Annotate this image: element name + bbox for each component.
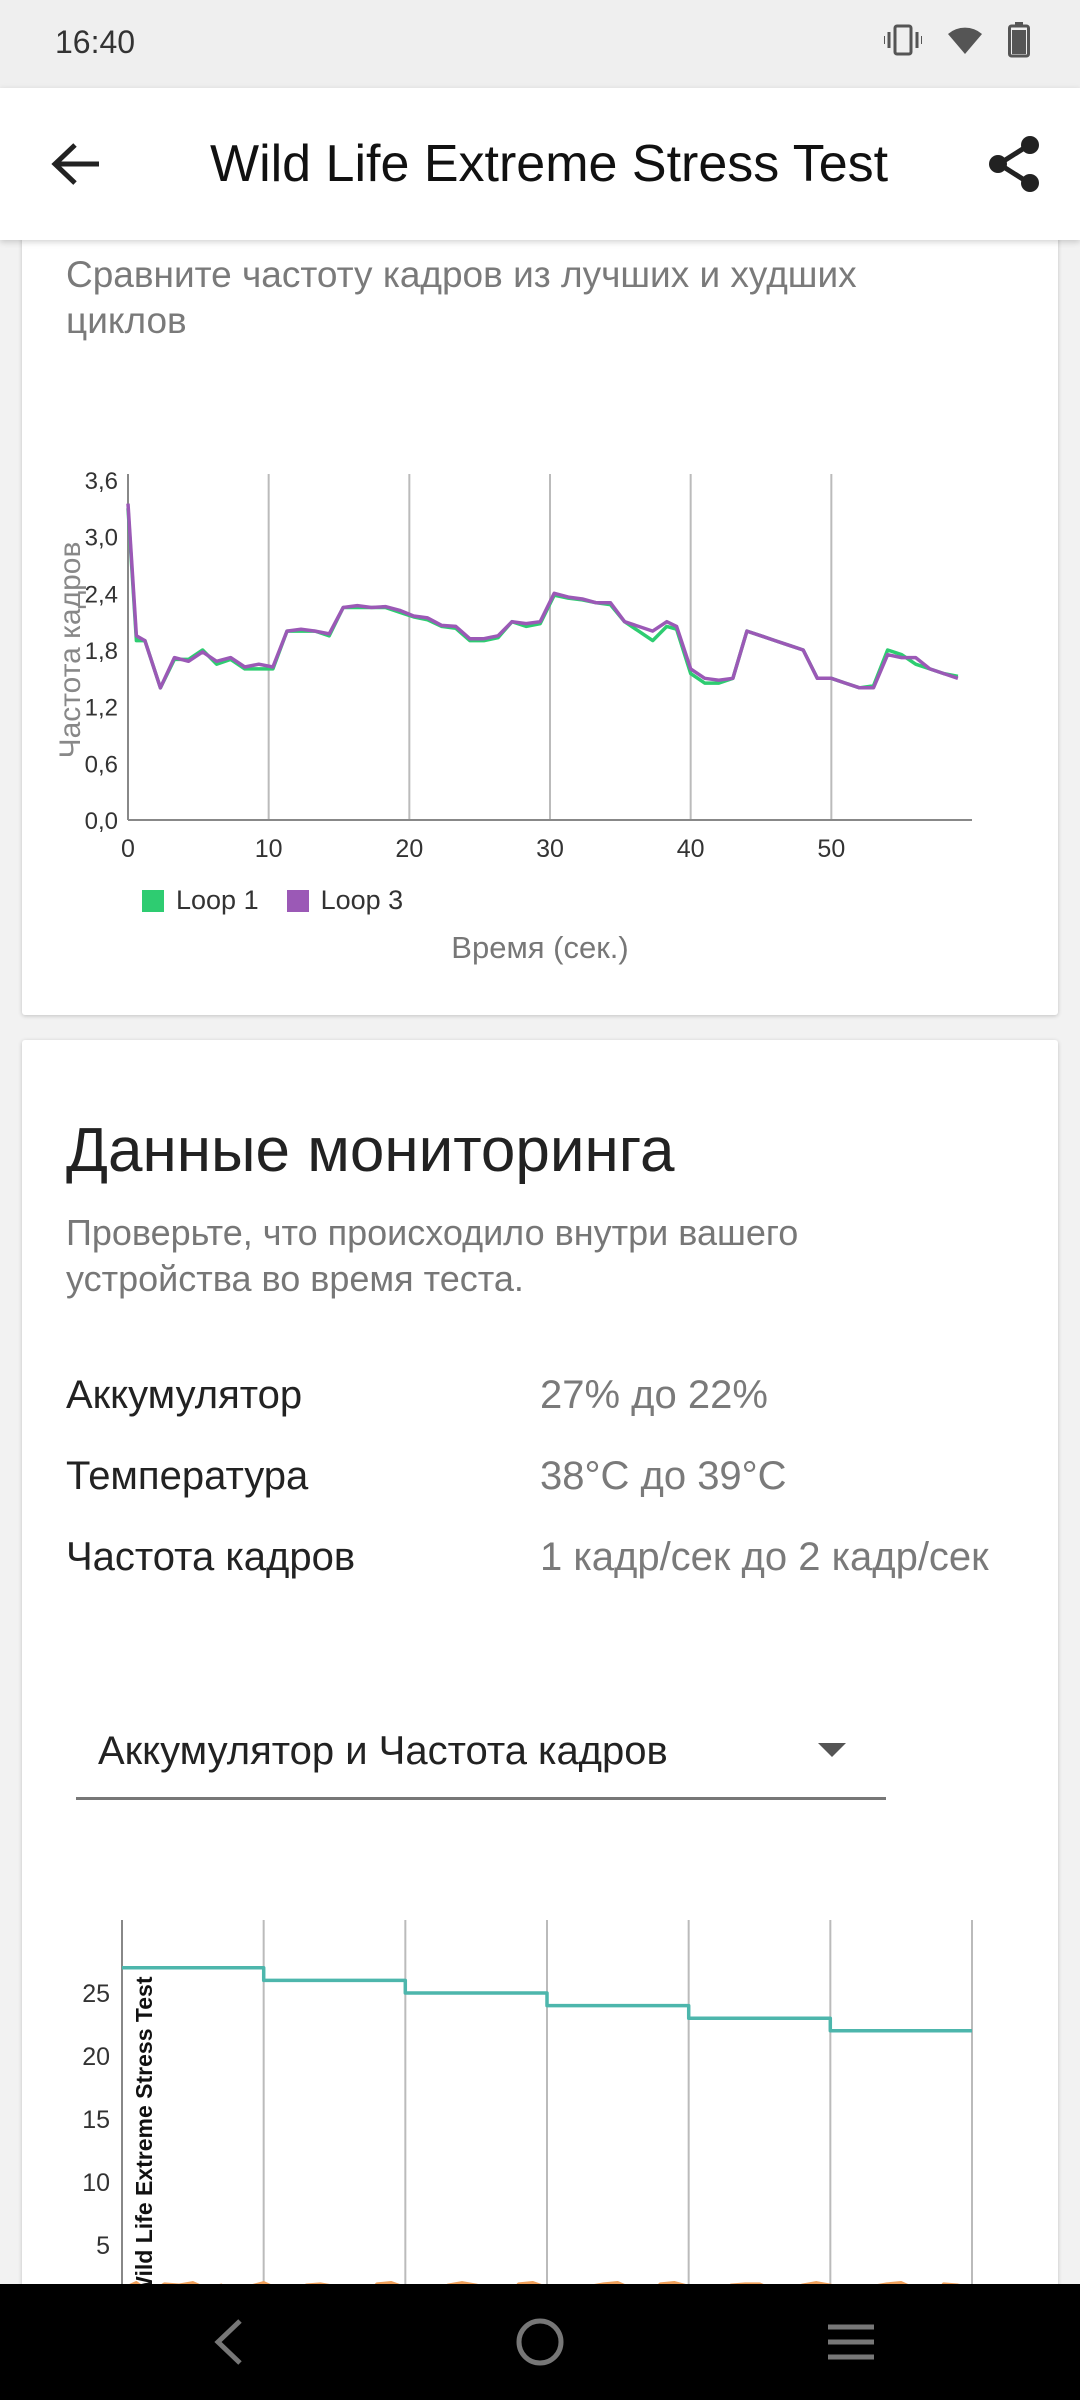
chart-type-dropdown[interactable]: Аккумулятор и Частота кадров [76, 1705, 886, 1800]
share-icon [989, 136, 1039, 192]
x-tick-label: 0 [121, 835, 135, 863]
x-tick-label: 30 [536, 835, 564, 863]
y-tick-label: 15 [82, 2106, 110, 2134]
monitoring-title: Данные мониторинга [66, 1116, 675, 1185]
y-tick-label: 5 [96, 2232, 110, 2260]
stat-value: 1 кадр/сек до 2 кадр/сек [540, 1535, 989, 1579]
comparison-subtitle: Сравните частоту кадров из лучших и худш… [66, 254, 857, 341]
x-tick-label: 40 [677, 835, 705, 863]
series-line-1 [122, 1966, 972, 2033]
y-tick-label: 0,6 [85, 751, 118, 778]
legend-item-loop3: Loop 3 [286, 885, 404, 916]
y-tick-label: 0,0 [85, 808, 118, 835]
legend-label-loop3: Loop 3 [320, 885, 404, 915]
nav-back-button[interactable] [193, 2312, 263, 2372]
monitoring-card: Данные мониторинга Проверьте, что происх… [22, 1040, 1058, 2360]
legend-item-loop1: Loop 1 [142, 885, 259, 916]
y-tick-label: 1,8 [85, 638, 118, 665]
monitoring-chart: 0510152025Wild Life Extreme Stress Test [82, 1920, 973, 2323]
fps-comparison-chart: 0,0 0,6 1,2 1,8 2,4 3,0 3,6 0 10 20 30 40 50 Частота … [54, 468, 972, 863]
system-nav-bar [0, 2284, 1080, 2400]
nav-menu-button[interactable] [816, 2312, 886, 2372]
chevron-down-icon [818, 1743, 846, 1757]
stat-label: Частота кадров [66, 1535, 356, 1579]
x-tick-label: 10 [255, 835, 283, 863]
back-button[interactable] [40, 128, 112, 200]
stat-value: 38°C до 39°C [540, 1454, 787, 1498]
battery-icon [1008, 22, 1030, 58]
legend-swatch-loop1 [142, 889, 164, 912]
x-tick-label: 20 [395, 835, 423, 863]
chart-title: Wild Life Extreme Stress Test [131, 1976, 157, 2298]
status-time: 16:40 [55, 24, 136, 60]
arrow-left-icon [51, 143, 99, 185]
legend-swatch-loop3 [286, 889, 309, 912]
y-tick-label: 2,4 [85, 581, 118, 608]
y-axis-label: Частота кадров [54, 542, 87, 759]
fps-comparison-card: Сравните частоту кадров из лучших и худш… [22, 230, 1058, 1015]
status-icons [884, 22, 1030, 58]
page-title: Wild Life Extreme Stress Test [210, 135, 889, 193]
y-tick-label: 3,6 [85, 468, 118, 495]
y-tick-label: 20 [82, 2043, 110, 2071]
wifi-icon [948, 27, 982, 54]
vibrate-icon [884, 24, 922, 56]
app-bar: Wild Life Extreme Stress Test [0, 88, 1080, 240]
x-axis-label: Время (сек.) [451, 930, 629, 965]
stat-value: 27% до 22% [540, 1373, 768, 1417]
chart-legend: Loop 1 Loop 3 [142, 885, 417, 916]
stat-label: Аккумулятор [66, 1373, 303, 1417]
series-line-1 [126, 508, 959, 690]
y-tick-label: 25 [82, 1980, 110, 2008]
y-tick-label: 1,2 [85, 695, 118, 722]
nav-home-icon [516, 2318, 564, 2366]
status-bar: 16:40 [0, 0, 1080, 88]
nav-home-button[interactable] [505, 2312, 575, 2372]
stat-label: Температура [66, 1454, 309, 1498]
dropdown-selected-value: Аккумулятор и Частота кадров [98, 1729, 668, 1773]
series-line-2 [126, 503, 959, 690]
nav-back-icon [214, 2319, 242, 2365]
y-tick-label: 3,0 [85, 525, 118, 552]
legend-label-loop1: Loop 1 [176, 885, 259, 915]
nav-menu-icon [828, 2324, 874, 2360]
x-tick-label: 50 [817, 835, 845, 863]
monitoring-subtitle: Проверьте, что происходило внутри вашего… [66, 1212, 799, 1299]
y-tick-label: 10 [82, 2169, 110, 2197]
share-button[interactable] [976, 126, 1052, 202]
